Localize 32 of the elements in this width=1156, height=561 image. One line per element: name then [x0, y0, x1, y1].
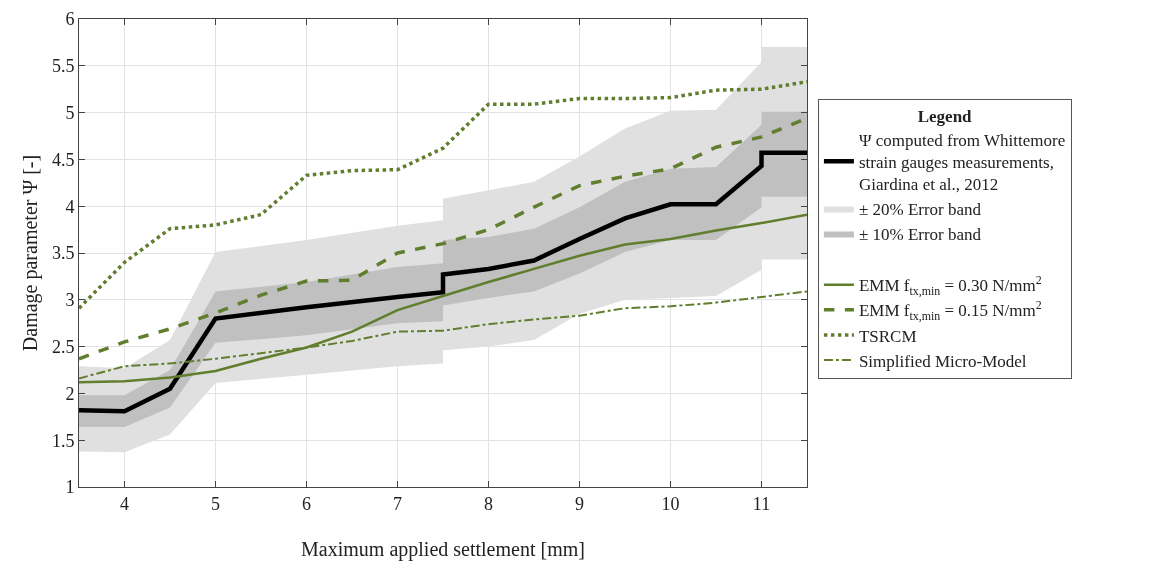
legend-label: TSRCM — [858, 326, 917, 346]
y-axis-title: Damage parameter Ψ [-] — [19, 154, 43, 352]
y-tick-label: 4 — [65, 196, 75, 217]
y-tick-label: 1.5 — [51, 430, 75, 451]
line-series — [79, 213, 807, 384]
x-tick-label: 8 — [484, 493, 493, 514]
line-series — [79, 79, 807, 310]
y-tick-label: 5.5 — [51, 56, 75, 77]
legend-label: EMM f$_{tx,min}$ = 0.15 N/mm$^{2}$ — [858, 298, 1042, 324]
y-tick-label: 5 — [65, 102, 75, 123]
y-tick-label: 3 — [65, 290, 75, 311]
x-axis-title: Maximum applied settlement [mm] — [301, 538, 585, 561]
legend-title: Legend — [917, 106, 973, 126]
y-tick-label: 4.5 — [51, 149, 75, 170]
x-tick-label: 10 — [661, 493, 680, 514]
y-tick-label: 3.5 — [51, 243, 75, 264]
legend-label: ± 20% Error band — [858, 200, 982, 220]
legend-label: ± 10% Error band — [858, 225, 982, 245]
legend-label: Ψ computed from Whittemore strain gauges measurements, Giardina et al., 2012 — [858, 130, 1066, 195]
legend-label: Simplified Micro-Model — [858, 351, 1027, 371]
x-tick-label: 11 — [752, 493, 771, 514]
y-tick-label: 6 — [65, 9, 75, 30]
x-tick-label: 6 — [302, 493, 311, 514]
y-tick-label: 1 — [65, 477, 75, 498]
y-tick-label: 2.5 — [51, 336, 75, 357]
x-tick-label: 9 — [575, 493, 584, 514]
line-series — [79, 150, 807, 414]
x-tick-label: 5 — [211, 493, 220, 514]
x-tick-label: 4 — [120, 493, 129, 514]
legend-label: EMM f$_{tx,min}$ = 0.30 N/mm$^{2}$ — [858, 273, 1042, 298]
x-tick-label: 7 — [393, 493, 402, 514]
y-tick-label: 2 — [65, 383, 75, 404]
